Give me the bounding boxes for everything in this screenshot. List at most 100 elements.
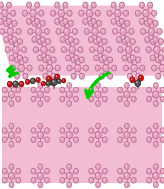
Circle shape bbox=[61, 129, 62, 131]
Circle shape bbox=[95, 132, 101, 139]
Circle shape bbox=[74, 128, 79, 133]
Circle shape bbox=[131, 56, 133, 58]
Circle shape bbox=[76, 66, 78, 68]
Circle shape bbox=[39, 84, 41, 85]
Circle shape bbox=[79, 48, 81, 50]
Circle shape bbox=[17, 138, 18, 140]
Circle shape bbox=[61, 170, 62, 171]
Circle shape bbox=[31, 96, 36, 102]
Circle shape bbox=[89, 128, 94, 133]
Circle shape bbox=[30, 9, 36, 17]
Circle shape bbox=[75, 88, 76, 90]
Circle shape bbox=[36, 3, 37, 5]
Circle shape bbox=[5, 47, 10, 53]
Circle shape bbox=[33, 47, 39, 53]
Circle shape bbox=[43, 57, 48, 63]
Circle shape bbox=[100, 74, 102, 76]
Circle shape bbox=[61, 179, 62, 180]
Circle shape bbox=[131, 78, 133, 80]
Circle shape bbox=[47, 77, 49, 79]
Circle shape bbox=[154, 124, 156, 126]
Circle shape bbox=[153, 12, 154, 13]
Circle shape bbox=[68, 12, 70, 13]
Circle shape bbox=[2, 168, 7, 174]
Circle shape bbox=[161, 129, 163, 131]
Circle shape bbox=[7, 81, 12, 87]
Circle shape bbox=[108, 12, 110, 13]
Circle shape bbox=[10, 84, 12, 85]
Circle shape bbox=[39, 65, 44, 71]
Circle shape bbox=[111, 18, 116, 24]
Circle shape bbox=[68, 174, 69, 176]
Circle shape bbox=[32, 138, 34, 140]
Circle shape bbox=[107, 10, 112, 16]
Circle shape bbox=[30, 78, 35, 84]
Circle shape bbox=[3, 97, 5, 99]
Circle shape bbox=[147, 2, 153, 8]
Circle shape bbox=[74, 137, 79, 143]
Circle shape bbox=[161, 88, 163, 90]
Circle shape bbox=[126, 124, 127, 126]
Circle shape bbox=[16, 177, 21, 183]
Circle shape bbox=[66, 39, 71, 45]
Circle shape bbox=[129, 58, 130, 60]
Circle shape bbox=[16, 168, 21, 174]
Circle shape bbox=[131, 137, 136, 143]
Circle shape bbox=[16, 29, 21, 35]
Circle shape bbox=[39, 133, 41, 135]
Circle shape bbox=[60, 128, 65, 133]
Circle shape bbox=[74, 96, 79, 102]
Circle shape bbox=[39, 174, 41, 176]
Circle shape bbox=[119, 2, 124, 8]
Circle shape bbox=[146, 137, 151, 143]
Circle shape bbox=[6, 18, 12, 24]
Circle shape bbox=[31, 177, 36, 183]
Circle shape bbox=[102, 39, 107, 45]
Circle shape bbox=[21, 47, 27, 53]
Circle shape bbox=[51, 79, 57, 86]
Circle shape bbox=[67, 123, 72, 129]
Circle shape bbox=[9, 123, 14, 129]
Circle shape bbox=[90, 97, 91, 99]
Circle shape bbox=[46, 55, 51, 61]
Circle shape bbox=[75, 179, 76, 180]
Circle shape bbox=[122, 39, 127, 45]
Circle shape bbox=[156, 57, 161, 63]
Circle shape bbox=[22, 10, 28, 16]
Circle shape bbox=[112, 20, 114, 22]
Circle shape bbox=[46, 138, 47, 140]
Circle shape bbox=[75, 40, 76, 42]
Circle shape bbox=[124, 141, 129, 147]
Circle shape bbox=[10, 56, 12, 58]
Circle shape bbox=[88, 11, 90, 13]
Circle shape bbox=[1, 30, 2, 32]
Circle shape bbox=[64, 20, 66, 22]
Circle shape bbox=[72, 29, 78, 35]
Circle shape bbox=[37, 172, 43, 179]
Circle shape bbox=[38, 101, 43, 106]
Polygon shape bbox=[0, 6, 164, 76]
Circle shape bbox=[154, 165, 156, 167]
Circle shape bbox=[84, 29, 89, 35]
Circle shape bbox=[78, 47, 83, 53]
Circle shape bbox=[114, 30, 115, 32]
Circle shape bbox=[63, 2, 68, 8]
Circle shape bbox=[132, 129, 134, 131]
Circle shape bbox=[157, 29, 162, 35]
Circle shape bbox=[80, 74, 82, 76]
Circle shape bbox=[146, 128, 151, 133]
Circle shape bbox=[65, 29, 67, 32]
Circle shape bbox=[38, 164, 43, 170]
Circle shape bbox=[43, 73, 48, 79]
Circle shape bbox=[41, 46, 47, 53]
Circle shape bbox=[8, 82, 10, 84]
Circle shape bbox=[124, 12, 126, 13]
Circle shape bbox=[161, 179, 163, 180]
Circle shape bbox=[95, 10, 100, 16]
Circle shape bbox=[118, 177, 123, 183]
Circle shape bbox=[132, 97, 134, 99]
Circle shape bbox=[61, 138, 62, 140]
Circle shape bbox=[90, 170, 91, 171]
Circle shape bbox=[68, 66, 70, 68]
Circle shape bbox=[9, 83, 14, 88]
